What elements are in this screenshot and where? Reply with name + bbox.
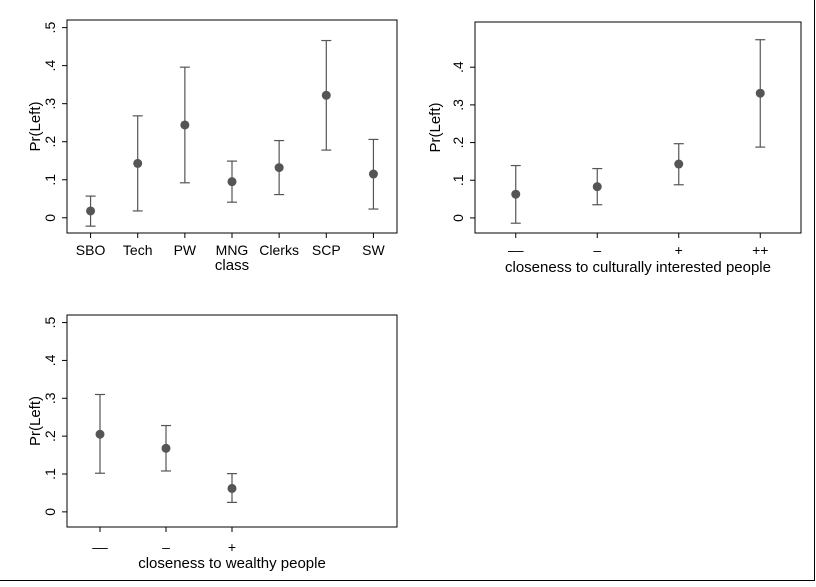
x-tick-label: SW bbox=[362, 242, 385, 258]
x-tick-label: SCP bbox=[312, 242, 341, 258]
data-point bbox=[368, 169, 378, 179]
x-tick-label: PW bbox=[174, 242, 197, 258]
x-tick-label: –– bbox=[92, 539, 108, 555]
y-tick-label: 0 bbox=[42, 214, 58, 222]
y-tick-label: .5 bbox=[42, 22, 58, 34]
x-tick-label: – bbox=[593, 242, 601, 258]
y-tick-label: .1 bbox=[450, 174, 466, 186]
data-point bbox=[133, 158, 143, 168]
y-tick-label: .3 bbox=[42, 98, 58, 110]
data-point bbox=[321, 90, 331, 100]
x-axis-label: class bbox=[215, 257, 249, 274]
x-tick-label: SBO bbox=[76, 242, 106, 258]
plot-area-frame bbox=[474, 21, 802, 234]
y-tick-label: .1 bbox=[42, 174, 58, 186]
chart-panel-1: 0 .1 .2 .3 .4 .5 Pr(Left) SBO Tech PW MNG Clerks SCP… bbox=[27, 19, 398, 274]
data-point bbox=[674, 159, 684, 169]
y-tick-label: 0 bbox=[450, 214, 466, 222]
x-axis-label: closeness to wealthy people bbox=[138, 555, 326, 572]
x-tick-label: + bbox=[228, 539, 236, 555]
data-point bbox=[755, 88, 765, 98]
data-point bbox=[180, 120, 190, 130]
x-tick-label: Tech bbox=[123, 242, 153, 258]
x-tick-label: + bbox=[675, 242, 683, 258]
y-tick-label: .4 bbox=[42, 354, 58, 366]
chart-panel-2: 0.1.2.3.4Pr(Left)–– – + ++closeness to cult… bbox=[427, 21, 802, 276]
y-axis-label: Pr(Left) bbox=[427, 102, 444, 152]
y-tick-label: .4 bbox=[42, 60, 58, 72]
data-point bbox=[592, 182, 602, 192]
y-tick-label: .2 bbox=[450, 137, 466, 149]
data-point bbox=[227, 177, 237, 187]
y-tick-label: .2 bbox=[42, 136, 58, 148]
data-point bbox=[274, 163, 284, 173]
x-tick-label: MNG bbox=[216, 242, 249, 258]
x-tick-label: –– bbox=[508, 242, 524, 258]
y-tick-label: .4 bbox=[450, 61, 466, 73]
data-point bbox=[227, 483, 237, 493]
x-tick-label: Clerks bbox=[259, 242, 299, 258]
y-tick-label: 0 bbox=[42, 508, 58, 516]
chart-panel-3: 0.1.2.3.4.5Pr(Left)–– – +closeness to weal… bbox=[27, 314, 398, 572]
y-tick-label: .1 bbox=[42, 468, 58, 480]
x-tick-label: ++ bbox=[752, 242, 768, 258]
x-axis-label: closeness to culturally interested peopl… bbox=[505, 259, 771, 276]
data-point bbox=[95, 429, 105, 439]
data-point bbox=[511, 189, 521, 199]
data-point bbox=[161, 443, 171, 453]
y-axis-label: Pr(Left) bbox=[27, 396, 44, 446]
y-tick-label: .3 bbox=[450, 99, 466, 111]
y-tick-label: .3 bbox=[42, 392, 58, 404]
y-tick-label: .2 bbox=[42, 430, 58, 442]
y-tick-label: .5 bbox=[42, 317, 58, 329]
data-point bbox=[86, 206, 96, 216]
y-axis-label: Pr(Left) bbox=[27, 101, 44, 151]
x-tick-label: – bbox=[162, 539, 170, 555]
